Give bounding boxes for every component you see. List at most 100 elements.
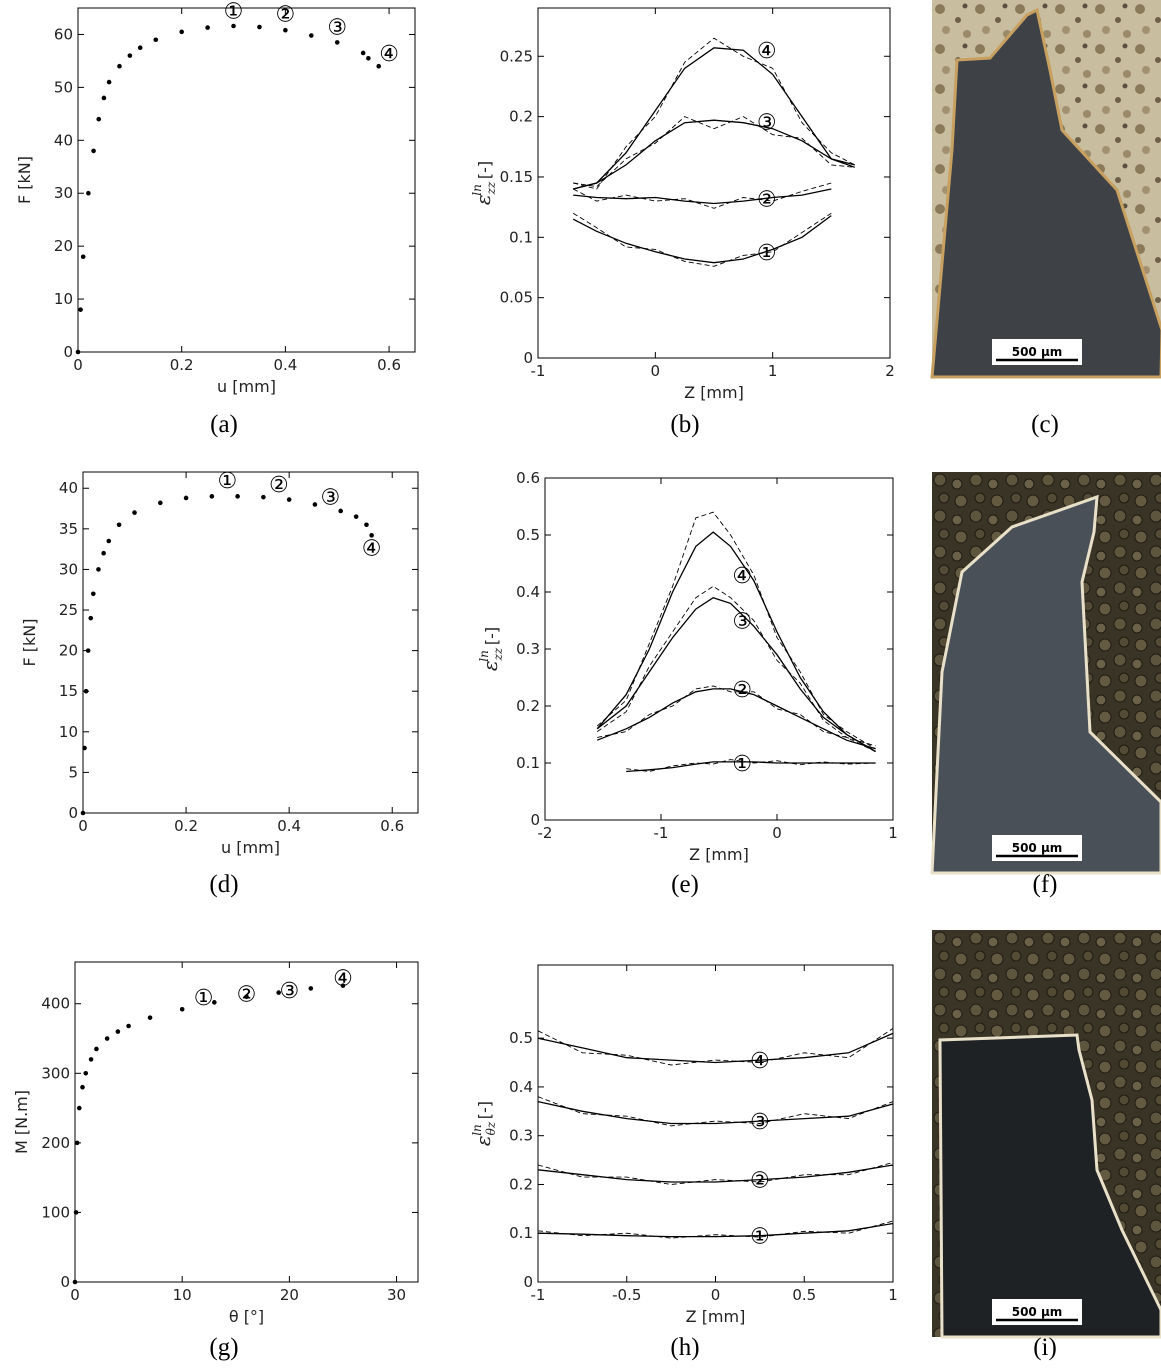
y-axis-unit: [-] xyxy=(475,1101,494,1119)
data-point xyxy=(85,648,91,653)
data-point xyxy=(96,116,102,122)
x-tick-label: 1 xyxy=(888,824,898,842)
data-point xyxy=(74,1140,80,1146)
panel-caption: (g) xyxy=(209,1334,238,1361)
y-axis-label-text: M [N.m] xyxy=(12,1090,31,1154)
plot-frame xyxy=(77,7,416,353)
data-point xyxy=(153,37,159,43)
data-point xyxy=(75,349,81,355)
data-point xyxy=(257,24,262,30)
x-tick-label: -1 xyxy=(654,824,669,842)
data-point xyxy=(312,502,318,507)
y-axis-symbol: ε xyxy=(471,1135,495,1146)
data-point xyxy=(117,63,122,69)
x-tick-label: 0.5 xyxy=(792,1286,816,1304)
data-point xyxy=(82,745,87,751)
data-point xyxy=(76,1105,82,1111)
y-axis-label-text: F [kN] xyxy=(15,156,34,204)
x-tick-label: 0 xyxy=(651,362,661,380)
y-axis-label: εzzln [-] xyxy=(470,161,498,205)
panel-caption: (a) xyxy=(210,411,238,438)
data-point xyxy=(212,1000,217,1005)
annotation: ③ xyxy=(280,979,300,1004)
x-tick-label: 10 xyxy=(173,1286,192,1304)
data-line xyxy=(537,1028,894,1066)
data-point xyxy=(106,538,112,544)
annotation: ① xyxy=(750,1225,770,1250)
data-line xyxy=(573,188,832,205)
y-tick-label: 0.15 xyxy=(500,168,533,186)
data-point xyxy=(158,500,163,506)
data-point xyxy=(179,29,184,35)
x-tick-label: 0 xyxy=(772,824,782,842)
specimen-section xyxy=(930,494,1161,875)
y-axis-label: M [N.m] xyxy=(12,1090,31,1154)
data-point xyxy=(115,1029,121,1034)
y-tick-label: 50 xyxy=(54,78,73,96)
data-point xyxy=(235,494,240,499)
data-point xyxy=(183,495,189,501)
data-point xyxy=(261,494,266,500)
annotation: ② xyxy=(750,1169,770,1194)
y-tick-label: 5 xyxy=(68,763,78,781)
data-point xyxy=(244,994,249,1000)
y-tick-label: 0 xyxy=(530,811,540,829)
y-tick-label: 40 xyxy=(59,479,78,497)
data-point xyxy=(73,1210,79,1215)
y-tick-label: 0 xyxy=(60,1273,70,1291)
plot-frame xyxy=(82,471,419,814)
y-tick-label: 0.05 xyxy=(500,289,533,307)
y-tick-label: 0.2 xyxy=(509,108,533,126)
x-tick-label: -0.5 xyxy=(612,1286,641,1304)
data-point xyxy=(101,95,107,101)
data-point xyxy=(126,1023,131,1029)
data-point xyxy=(179,1007,185,1012)
data-point xyxy=(340,983,346,988)
data-line xyxy=(537,1096,894,1127)
data-point xyxy=(376,63,382,69)
y-tick-label: 0.5 xyxy=(516,526,540,544)
x-tick-label: -2 xyxy=(538,824,553,842)
y-tick-label: 20 xyxy=(59,642,78,660)
x-tick-label: 0 xyxy=(711,1286,721,1304)
data-point xyxy=(88,1057,94,1062)
annotation: ④ xyxy=(379,42,399,67)
y-tick-label: 60 xyxy=(54,25,73,43)
data-point xyxy=(209,494,215,499)
plot-frame xyxy=(544,477,894,821)
x-tick-label: 0.2 xyxy=(170,356,194,374)
data-point xyxy=(147,1015,153,1020)
annotation: ④ xyxy=(757,39,777,64)
data-point xyxy=(369,533,374,538)
micrograph: 500 µm xyxy=(930,0,1161,379)
data-line xyxy=(572,215,832,264)
data-point xyxy=(283,27,288,33)
x-tick-label: 0 xyxy=(73,356,83,374)
x-tick-label: 0.6 xyxy=(380,817,404,835)
y-tick-label: 200 xyxy=(41,1134,70,1152)
plot-frame xyxy=(74,961,419,1283)
scale-bar-label: 500 µm xyxy=(1012,841,1063,855)
y-axis-subscript: zz xyxy=(491,647,505,661)
x-tick-label: 1 xyxy=(768,362,778,380)
data-point xyxy=(94,1046,99,1052)
y-axis-superscript: ln xyxy=(470,1124,484,1136)
data-point xyxy=(106,79,112,85)
annotation: ② xyxy=(276,2,296,27)
y-axis-label-text: F [kN] xyxy=(20,618,39,666)
data-line xyxy=(573,47,856,190)
x-tick-label: 0.4 xyxy=(273,356,297,374)
data-point xyxy=(353,514,359,519)
x-axis-label: u [mm] xyxy=(221,838,280,857)
x-tick-label: 20 xyxy=(280,1286,299,1304)
annotation: ④ xyxy=(732,564,752,589)
panel-caption: (c) xyxy=(1031,411,1059,438)
y-tick-label: 300 xyxy=(41,1064,70,1082)
data-point xyxy=(360,50,366,56)
panel-caption: (b) xyxy=(670,411,699,438)
y-axis-subscript: θz xyxy=(484,1121,498,1135)
y-tick-label: 0.1 xyxy=(509,228,533,246)
annotation: ④ xyxy=(750,1049,770,1074)
x-tick-label: 30 xyxy=(387,1286,406,1304)
